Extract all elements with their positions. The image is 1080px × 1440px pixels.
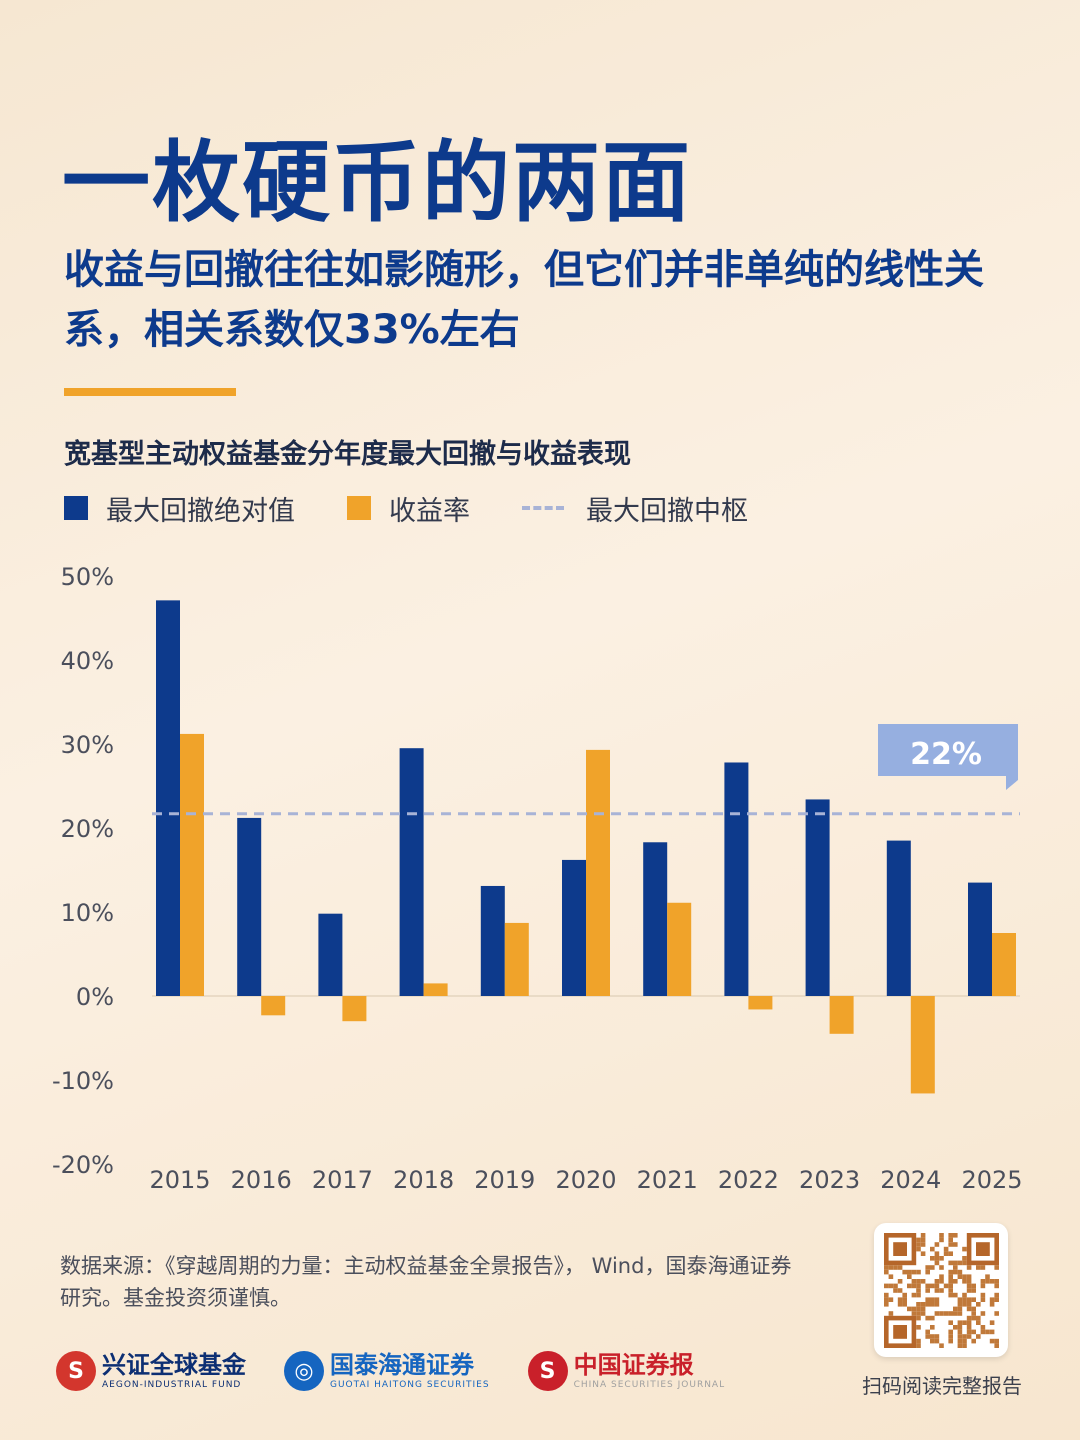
y-tick-label: 50% — [61, 563, 114, 591]
aegon-mark-icon: S — [56, 1351, 96, 1391]
bar-drawdown — [399, 748, 424, 996]
y-tick-label: 40% — [61, 647, 114, 675]
logo-guotai-haitong: ◎ 国泰海通证券 GUOTAI HAITONG SECURITIES — [284, 1351, 490, 1391]
page-title: 一枚硬币的两面 — [62, 131, 693, 234]
y-tick-label: 0% — [76, 983, 114, 1011]
x-tick-label: 2021 — [637, 1166, 698, 1194]
bar-drawdown — [724, 762, 749, 996]
logo-name-csj: 中国证券报 — [573, 1351, 694, 1379]
qr-code-icon — [884, 1233, 999, 1348]
qr-caption: 扫码阅读完整报告 — [862, 1374, 1022, 1398]
qr-code[interactable] — [874, 1223, 1008, 1357]
legend-swatch-drawdown — [64, 496, 88, 520]
bar-return — [748, 996, 773, 1010]
bar-return — [423, 983, 448, 996]
logo-sub-csj: CHINA SECURITIES JOURNAL — [573, 1380, 726, 1390]
bar-chart: 50% 40% 30% 20% 10% 0% -10% -20% 2015 2016 2017 201… — [52, 563, 1023, 1194]
chart-title: 宽基型主动权益基金分年度最大回撤与收益表现 — [64, 439, 631, 470]
bar-return — [180, 733, 204, 996]
legend-swatch-median — [522, 506, 564, 510]
bar-return — [992, 933, 1016, 996]
x-tick-label: 2015 — [149, 1166, 210, 1194]
legend-swatch-return — [347, 496, 371, 520]
x-tick-label: 2017 — [312, 1166, 373, 1194]
bar-drawdown — [643, 842, 668, 996]
bar-return — [667, 902, 692, 996]
data-source-note: 数据来源：《穿越周期的力量：主动权益基金全景报告》， Wind，国泰海通证券研究… — [60, 1254, 792, 1310]
bar-return — [829, 996, 854, 1034]
legend-item-median: 最大回撤中枢 — [522, 489, 748, 528]
legend-item-return: 收益率 — [347, 489, 470, 528]
logo-sub-guotai: GUOTAI HAITONG SECURITIES — [330, 1380, 490, 1390]
accent-rule — [64, 388, 236, 396]
chart-legend: 最大回撤绝对值 收益率 最大回撤中枢 — [64, 488, 800, 528]
x-tick-label: 2023 — [799, 1166, 860, 1194]
y-tick-label: 30% — [61, 731, 114, 759]
bar-drawdown — [237, 817, 262, 996]
x-tick-label: 2025 — [961, 1166, 1022, 1194]
bar-return — [342, 996, 367, 1022]
bar-return — [586, 749, 610, 996]
y-tick-label: 10% — [61, 899, 114, 927]
bar-drawdown — [156, 600, 180, 996]
logo-name-guotai: 国泰海通证券 — [330, 1351, 474, 1379]
x-tick-label: 2019 — [474, 1166, 535, 1194]
logo-aegon-industrial: S 兴证全球基金 AEGON-INDUSTRIAL FUND — [56, 1351, 246, 1391]
bar-drawdown — [562, 859, 586, 996]
y-tick-label: -10% — [52, 1067, 114, 1095]
x-tick-label: 2016 — [231, 1166, 292, 1194]
logo-name-aegon: 兴证全球基金 — [102, 1351, 246, 1379]
x-tick-label: 2018 — [393, 1166, 454, 1194]
legend-label-drawdown: 最大回撤绝对值 — [106, 495, 295, 527]
bar-drawdown — [805, 799, 830, 996]
bar-drawdown — [968, 882, 992, 996]
bar-drawdown — [318, 913, 343, 996]
bar-return — [504, 922, 529, 996]
y-tick-label: 20% — [61, 815, 114, 843]
bar-return — [261, 996, 286, 1016]
legend-label-return: 收益率 — [389, 495, 470, 527]
partner-logos: S 兴证全球基金 AEGON-INDUSTRIAL FUND ◎ 国泰海通证券 … — [56, 1346, 763, 1396]
bar-drawdown — [886, 840, 911, 996]
csj-mark-icon: S — [527, 1351, 568, 1391]
guotai-mark-icon: ◎ — [284, 1351, 324, 1391]
median-callout-label: 22% — [910, 737, 982, 772]
bar-drawdown — [480, 885, 505, 996]
logo-sub-aegon: AEGON-INDUSTRIAL FUND — [102, 1380, 242, 1390]
legend-item-drawdown: 最大回撤绝对值 — [64, 489, 295, 528]
x-tick-label: 2020 — [555, 1166, 616, 1194]
legend-label-median: 最大回撤中枢 — [586, 495, 748, 527]
bar-return — [910, 996, 935, 1094]
x-tick-label: 2024 — [880, 1166, 941, 1194]
y-tick-label: -20% — [52, 1151, 114, 1179]
page-subtitle: 收益与回撤往往如影随形，但它们并非单纯的线性关系，相关系数仅33%左右 — [64, 247, 984, 353]
x-tick-label: 2022 — [718, 1166, 779, 1194]
median-callout — [878, 724, 1018, 790]
logo-china-securities-journal: S 中国证券报 CHINA SECURITIES JOURNAL — [527, 1351, 726, 1391]
